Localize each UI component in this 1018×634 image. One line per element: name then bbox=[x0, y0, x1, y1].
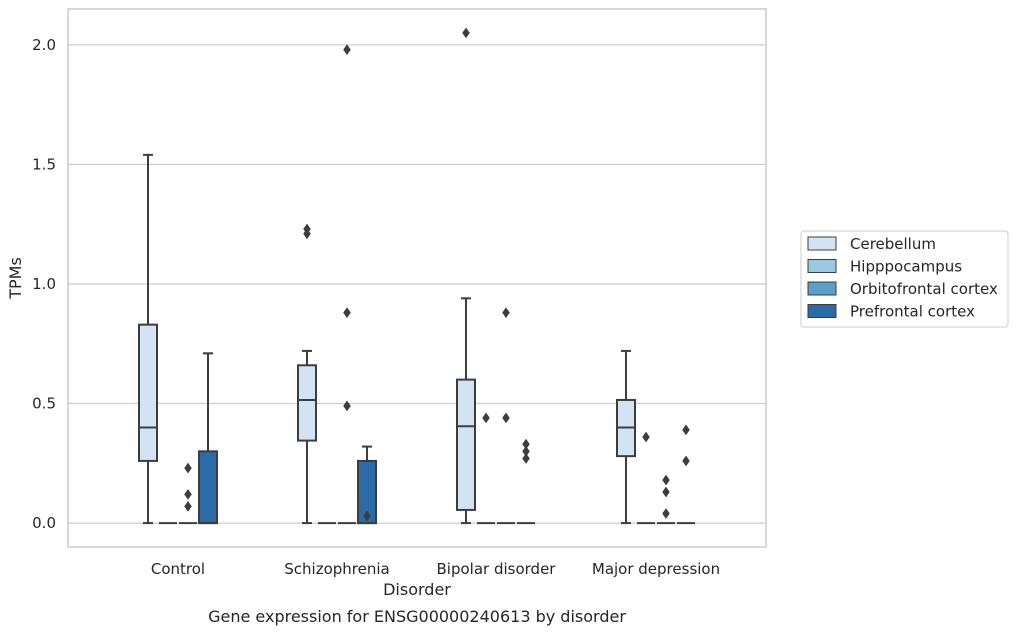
outlier-point bbox=[662, 474, 670, 486]
plot-frame bbox=[67, 8, 767, 548]
legend-label: Prefrontal cortex bbox=[850, 303, 975, 321]
box-hipppocampus bbox=[637, 431, 655, 525]
y-tick-label: 1.5 bbox=[32, 155, 56, 173]
outlier-point bbox=[522, 438, 530, 450]
box-body bbox=[198, 450, 218, 525]
legend-label: Cerebellum bbox=[850, 235, 936, 253]
outlier-point bbox=[662, 508, 670, 519]
x-tick-label: Control bbox=[151, 560, 205, 578]
box-cerebellum bbox=[456, 27, 476, 525]
outlier-point bbox=[184, 488, 192, 500]
legend-swatch bbox=[807, 281, 837, 296]
box-orbitofrontal-cortex bbox=[338, 44, 356, 525]
box-body bbox=[456, 378, 476, 511]
box-prefrontal-cortex bbox=[677, 424, 695, 525]
x-axis-ticks: Control Schizophrenia Bipolar disorder Majo… bbox=[151, 560, 720, 578]
outlier-point bbox=[502, 412, 510, 424]
outlier-point bbox=[482, 412, 490, 424]
y-axis-ticks: 0.0 0.5 1.0 1.5 2.0 bbox=[32, 36, 56, 532]
outlier-point bbox=[662, 486, 670, 498]
legend-frame bbox=[800, 230, 1009, 328]
legend-label: Hipppocampus bbox=[850, 258, 962, 276]
y-tick-label: 0.5 bbox=[32, 395, 56, 413]
y-axis-label: TPMs bbox=[6, 257, 25, 300]
outlier-point bbox=[682, 424, 690, 436]
box-orbitofrontal-cortex bbox=[497, 307, 515, 525]
outlier-point bbox=[642, 431, 650, 443]
legend-label: Orbitofrontal cortex bbox=[850, 280, 998, 298]
box-orbitofrontal-cortex bbox=[179, 462, 197, 525]
gridlines bbox=[68, 44, 766, 524]
box-body bbox=[138, 323, 158, 462]
chart-caption: Gene expression for ENSG00000240613 by d… bbox=[208, 607, 626, 626]
x-tick-label: Bipolar disorder bbox=[437, 560, 557, 578]
legend-swatch bbox=[807, 259, 837, 273]
outlier-point bbox=[522, 445, 530, 457]
box-cerebellum bbox=[138, 153, 158, 525]
outlier-point bbox=[184, 462, 192, 474]
box-prefrontal-cortex bbox=[357, 445, 377, 525]
outlier-point bbox=[343, 307, 351, 319]
x-axis-label: Disorder bbox=[383, 580, 451, 599]
box-prefrontal-cortex bbox=[517, 438, 535, 525]
outlier-point bbox=[363, 510, 371, 522]
y-tick-label: 0.0 bbox=[32, 514, 56, 532]
outlier-point bbox=[502, 307, 510, 319]
box-cerebellum bbox=[616, 349, 636, 525]
outlier-point bbox=[462, 27, 470, 39]
x-tick-label: Major depression bbox=[592, 560, 720, 578]
box-cerebellum bbox=[297, 223, 317, 525]
boxes-layer bbox=[138, 27, 695, 525]
outlier-point bbox=[343, 400, 351, 412]
legend-swatch bbox=[807, 236, 837, 251]
outlier-point bbox=[303, 223, 311, 235]
x-tick-label: Schizophrenia bbox=[284, 560, 389, 578]
legend-swatch bbox=[807, 304, 837, 318]
box-orbitofrontal-cortex bbox=[657, 474, 675, 525]
box-hipppocampus bbox=[477, 412, 495, 525]
outlier-point bbox=[184, 500, 192, 512]
outlier-point bbox=[522, 453, 530, 464]
box-prefrontal-cortex bbox=[198, 352, 218, 525]
box-body bbox=[297, 364, 317, 442]
y-tick-label: 1.0 bbox=[32, 275, 56, 293]
outlier-point bbox=[682, 455, 690, 467]
legend: Cerebellum Hipppocampus Orbitofrontal cort… bbox=[800, 230, 1009, 328]
outlier-point bbox=[343, 44, 351, 56]
y-tick-label: 2.0 bbox=[32, 36, 56, 54]
